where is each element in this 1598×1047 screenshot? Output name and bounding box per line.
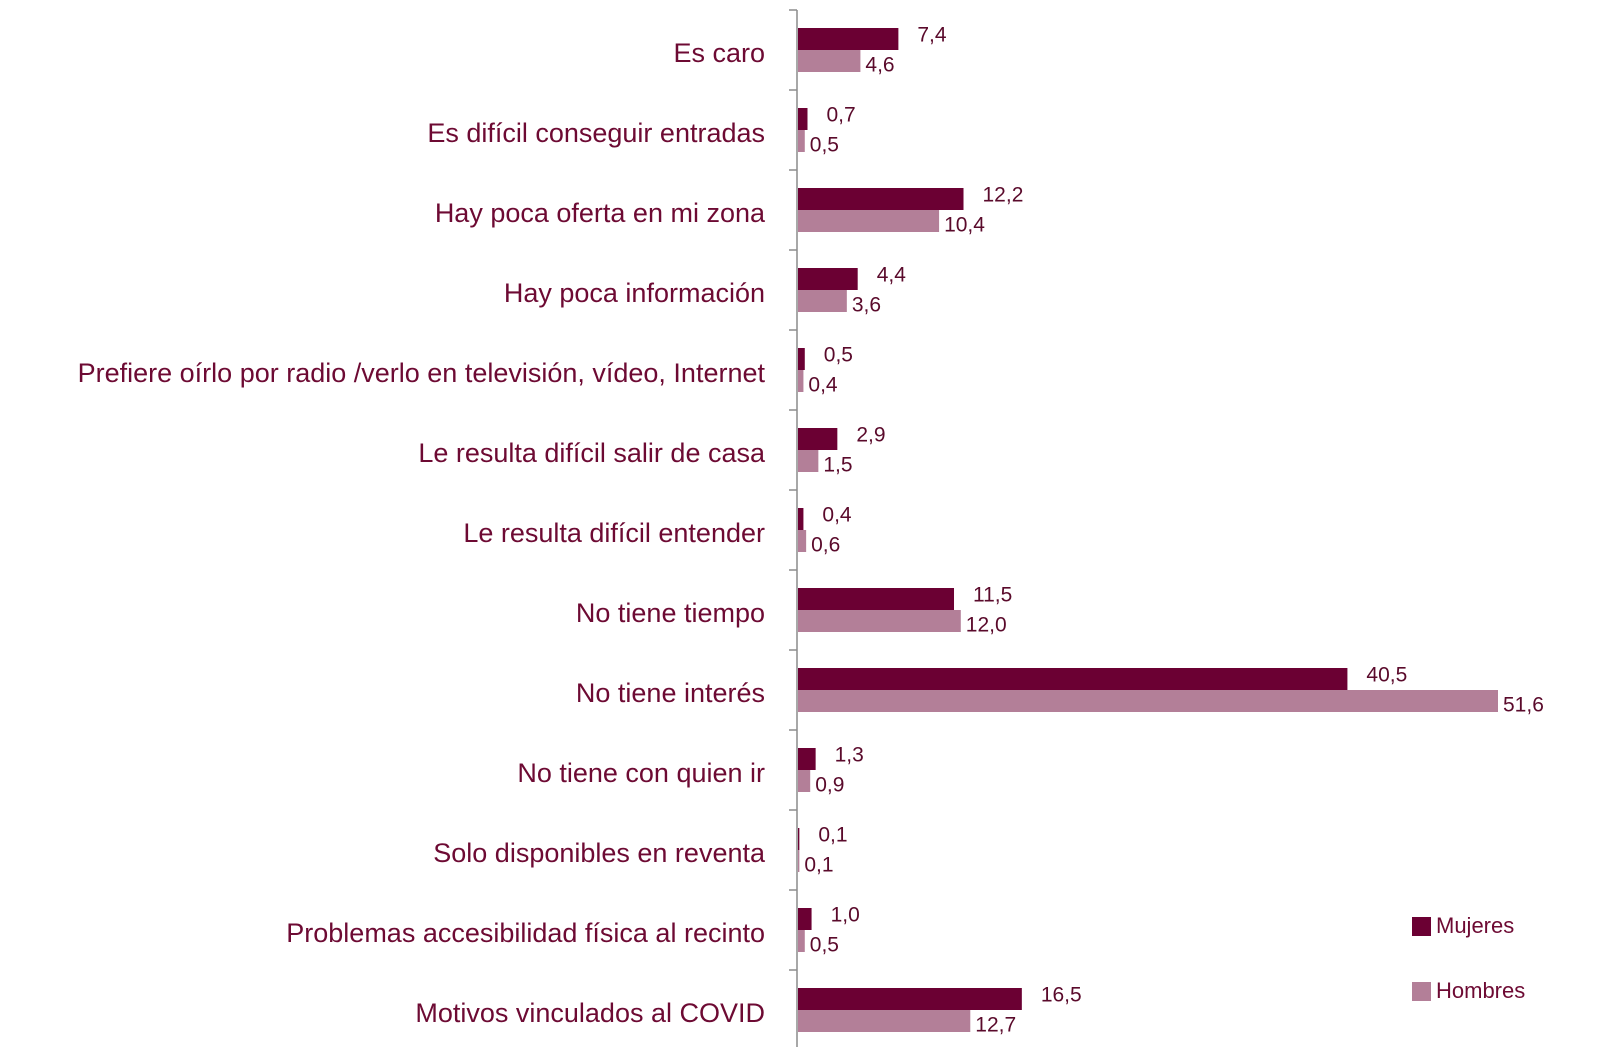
bar-hombres bbox=[798, 610, 961, 632]
category-label: Motivos vinculados al COVID bbox=[415, 998, 765, 1028]
data-label-mujeres: 12,2 bbox=[983, 184, 1024, 207]
data-label-hombres: 0,5 bbox=[810, 934, 839, 957]
category-label: Problemas accesibilidad física al recint… bbox=[286, 918, 765, 948]
bar-hombres bbox=[798, 290, 847, 312]
category-axis: Es caro Es difícil conseguir entradas Hay … bbox=[78, 9, 798, 1047]
category-label: No tiene interés bbox=[576, 678, 765, 708]
data-label-mujeres: 0,1 bbox=[818, 824, 847, 847]
bar-mujeres bbox=[798, 748, 816, 770]
category-label: Hay poca información bbox=[504, 278, 765, 308]
category-label: Es caro bbox=[673, 38, 765, 68]
data-label-mujeres: 40,5 bbox=[1366, 664, 1407, 687]
bar-hombres bbox=[798, 210, 940, 232]
legend-label-hombres: Hombres bbox=[1436, 978, 1525, 1003]
legend-swatch-mujeres bbox=[1412, 917, 1431, 936]
data-label-mujeres: 4,4 bbox=[877, 264, 907, 287]
category-label: No tiene tiempo bbox=[576, 598, 765, 628]
data-label-hombres: 3,6 bbox=[852, 294, 881, 317]
bar-mujeres bbox=[798, 348, 805, 370]
data-label-hombres: 4,6 bbox=[865, 54, 894, 77]
data-label-hombres: 12,0 bbox=[966, 614, 1007, 637]
data-label-mujeres: 16,5 bbox=[1041, 984, 1082, 1007]
bar-mujeres bbox=[798, 188, 964, 210]
bars-layer: 7,4 4,6 0,7 0,5 12,2 10,4 4,4 3,6 0,5 0,4 2,91,5 0,… bbox=[798, 24, 1544, 1037]
bar-hombres bbox=[798, 850, 800, 872]
bar-mujeres bbox=[798, 28, 899, 50]
bar-hombres bbox=[798, 1010, 971, 1032]
data-label-mujeres: 0,7 bbox=[826, 104, 855, 127]
data-label-mujeres: 2,9 bbox=[856, 424, 885, 447]
data-label-hombres: 10,4 bbox=[944, 214, 985, 237]
data-label-hombres: 51,6 bbox=[1503, 694, 1544, 717]
bar-hombres bbox=[798, 770, 811, 792]
bar-mujeres bbox=[798, 108, 808, 130]
bar-hombres bbox=[798, 370, 804, 392]
data-label-mujeres: 11,5 bbox=[973, 584, 1012, 607]
data-label-hombres: 0,9 bbox=[815, 774, 844, 797]
bar-hombres bbox=[798, 530, 807, 552]
category-label: Es difícil conseguir entradas bbox=[427, 118, 765, 148]
data-label-hombres: 12,7 bbox=[975, 1014, 1016, 1037]
bar-mujeres bbox=[798, 988, 1022, 1010]
data-label-mujeres: 0,4 bbox=[822, 504, 852, 527]
data-label-mujeres: 7,4 bbox=[917, 24, 947, 47]
data-label-hombres: 1,5 bbox=[823, 454, 852, 477]
bar-hombres bbox=[798, 130, 805, 152]
bar-mujeres bbox=[798, 668, 1348, 690]
data-label-hombres: 0,5 bbox=[810, 134, 839, 157]
legend-swatch-hombres bbox=[1412, 982, 1431, 1001]
bar-hombres bbox=[798, 50, 861, 72]
data-label-hombres: 0,6 bbox=[811, 534, 840, 557]
category-label: Hay poca oferta en mi zona bbox=[435, 198, 766, 228]
category-label: Prefiere oírlo por radio /verlo en telev… bbox=[78, 358, 766, 388]
legend: Mujeres Hombres bbox=[1412, 913, 1525, 1003]
bar-mujeres bbox=[798, 908, 812, 930]
data-label-mujeres: 1,3 bbox=[835, 744, 864, 767]
bar-mujeres bbox=[798, 588, 955, 610]
data-label-hombres: 0,1 bbox=[804, 854, 833, 877]
category-label: No tiene con quien ir bbox=[517, 758, 765, 788]
bar-mujeres bbox=[798, 268, 858, 290]
legend-label-mujeres: Mujeres bbox=[1436, 913, 1514, 938]
data-label-mujeres: 1,0 bbox=[831, 904, 860, 927]
category-label: Solo disponibles en reventa bbox=[433, 838, 766, 868]
data-label-hombres: 0,4 bbox=[808, 374, 838, 397]
bar-mujeres bbox=[798, 828, 800, 850]
category-label: Le resulta difícil salir de casa bbox=[418, 438, 766, 468]
bar-hombres bbox=[798, 450, 819, 472]
bar-mujeres bbox=[798, 508, 804, 530]
bar-hombres bbox=[798, 690, 1498, 712]
category-label: Le resulta difícil entender bbox=[463, 518, 765, 548]
data-label-mujeres: 0,5 bbox=[824, 344, 853, 367]
bar-mujeres bbox=[798, 428, 838, 450]
bar-hombres bbox=[798, 930, 805, 952]
